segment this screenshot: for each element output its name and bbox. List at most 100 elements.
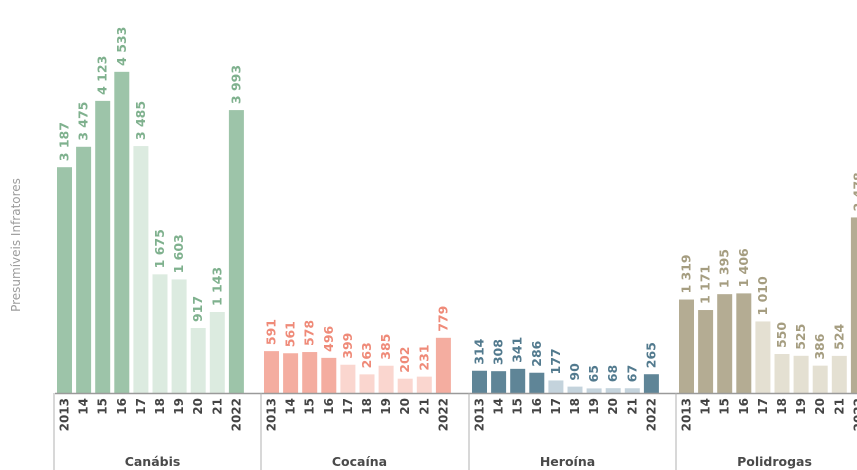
tick-label-polidrogas-14: 14	[699, 398, 713, 415]
value-label-polidrogas-21: 524	[831, 323, 846, 349]
value-label-canabis-16: 4 533	[114, 27, 129, 66]
bar-heroina-21	[625, 388, 640, 393]
bar-heroina-16	[529, 373, 544, 393]
bar-cocaina-21	[417, 377, 432, 393]
bar-polidrogas-2013	[679, 300, 694, 393]
value-label-heroina-19: 65	[586, 365, 601, 382]
bar-polidrogas-2022	[851, 217, 857, 393]
value-label-canabis-14: 3 475	[76, 102, 91, 141]
tick-label-cocaina-14: 14	[284, 398, 298, 415]
y-axis-label: Presumíveis Infratores	[9, 178, 23, 312]
tick-label-cocaina-16: 16	[322, 398, 336, 415]
tick-label-cocaina-2013: 2013	[265, 398, 279, 431]
value-label-canabis-15: 4 123	[95, 56, 110, 95]
bar-polidrogas-20	[813, 366, 828, 393]
tick-label-polidrogas-2013: 2013	[680, 398, 694, 431]
bar-cocaina-14	[283, 353, 298, 393]
bar-polidrogas-21	[832, 356, 847, 393]
x-axis: 2013 14 15 16 17 18 19 20 21 2022 Canábis 2013 14 15 1…	[54, 393, 857, 470]
bar-canabis-2022	[229, 110, 244, 393]
value-label-canabis-2013: 3 187	[57, 122, 72, 161]
value-label-cocaina-16: 496	[321, 325, 336, 351]
bar-heroina-2013	[472, 371, 487, 393]
bar-canabis-20	[191, 328, 206, 393]
bar-cocaina-20	[398, 379, 413, 393]
value-label-heroina-17: 177	[548, 348, 563, 374]
value-label-cocaina-21: 231	[416, 345, 431, 371]
value-label-polidrogas-2022: 2 478	[850, 172, 857, 211]
bar-cocaina-2022	[436, 338, 451, 393]
tick-label-canabis-17: 17	[134, 398, 148, 415]
bar-cocaina-18	[360, 374, 375, 393]
value-label-polidrogas-20: 386	[812, 333, 827, 359]
value-label-canabis-2022: 3 993	[228, 65, 243, 104]
bar-cocaina-19	[379, 366, 394, 393]
tick-label-heroina-14: 14	[492, 398, 506, 415]
value-label-heroina-14: 308	[491, 339, 506, 365]
bar-canabis-2013	[57, 167, 72, 393]
tick-label-heroina-20: 20	[606, 398, 620, 415]
tick-label-canabis-2022: 2022	[229, 398, 243, 431]
bar-canabis-18	[153, 274, 168, 393]
bar-polidrogas-18	[775, 354, 790, 393]
tick-label-heroina-2022: 2022	[644, 398, 658, 431]
tick-label-canabis-2013: 2013	[58, 398, 72, 431]
value-label-polidrogas-17: 1 010	[755, 276, 770, 315]
tick-label-cocaina-19: 19	[379, 398, 393, 415]
bars-layer: 3 187 3 475 4 123 4 533 3 485 1 675 1 603 917 1 …	[57, 27, 857, 393]
category-label-cocaina: Cocaína	[332, 454, 387, 469]
bar-heroina-19	[587, 388, 602, 393]
value-label-heroina-20: 68	[605, 365, 620, 382]
value-label-heroina-21: 67	[624, 365, 639, 382]
bar-canabis-14	[76, 147, 91, 393]
bar-canabis-15	[95, 101, 110, 393]
value-label-heroina-15: 341	[510, 337, 525, 363]
tick-label-polidrogas-19: 19	[794, 398, 808, 415]
value-label-polidrogas-19: 525	[793, 324, 808, 350]
tick-label-cocaina-21: 21	[417, 398, 431, 415]
bar-cocaina-15	[302, 352, 317, 393]
tick-label-canabis-18: 18	[153, 398, 167, 415]
value-label-polidrogas-15: 1 395	[717, 249, 732, 288]
bar-polidrogas-15	[717, 294, 732, 393]
tick-label-cocaina-15: 15	[303, 398, 317, 415]
tick-label-polidrogas-20: 20	[813, 398, 827, 415]
tick-label-canabis-16: 16	[115, 398, 129, 415]
tick-label-canabis-21: 21	[210, 398, 224, 415]
tick-label-cocaina-18: 18	[360, 398, 374, 415]
tick-label-polidrogas-18: 18	[775, 398, 789, 415]
value-label-cocaina-20: 202	[397, 347, 412, 373]
bar-canabis-21	[210, 312, 225, 393]
group-polidrogas: 1 319 1 171 1 395 1 406 1 010 550 525 386 524 2 4…	[679, 172, 857, 393]
value-label-cocaina-17: 399	[340, 333, 355, 359]
bar-heroina-17	[548, 380, 563, 393]
tick-label-canabis-20: 20	[191, 398, 205, 415]
value-label-heroina-18: 90	[567, 363, 582, 381]
tick-label-heroina-2013: 2013	[473, 398, 487, 431]
tick-label-heroina-15: 15	[511, 398, 525, 415]
tick-label-cocaina-20: 20	[398, 398, 412, 415]
tick-label-cocaina-17: 17	[341, 398, 355, 415]
tick-label-heroina-19: 19	[587, 398, 601, 415]
tick-label-heroina-21: 21	[625, 398, 639, 415]
value-label-polidrogas-14: 1 171	[698, 265, 713, 304]
value-label-polidrogas-2013: 1 319	[679, 254, 694, 293]
bar-cocaina-2013	[264, 351, 279, 393]
tick-label-canabis-19: 19	[172, 398, 186, 415]
value-label-cocaina-18: 263	[359, 342, 374, 368]
tick-label-canabis-14: 14	[77, 398, 91, 415]
value-label-cocaina-2013: 591	[264, 319, 279, 345]
tick-label-heroina-17: 17	[549, 398, 563, 415]
value-label-cocaina-19: 385	[378, 334, 393, 360]
value-label-cocaina-14: 561	[283, 321, 298, 347]
tick-label-polidrogas-16: 16	[737, 398, 751, 415]
bar-heroina-14	[491, 371, 506, 393]
value-label-heroina-2013: 314	[472, 338, 487, 364]
tick-label-polidrogas-17: 17	[756, 398, 770, 415]
value-label-canabis-19: 1 603	[171, 234, 186, 273]
tick-label-polidrogas-2022: 2022	[851, 398, 857, 431]
bar-heroina-2022	[644, 374, 659, 393]
category-label-canabis: Canábis	[125, 454, 181, 469]
value-label-heroina-16: 286	[529, 340, 544, 366]
